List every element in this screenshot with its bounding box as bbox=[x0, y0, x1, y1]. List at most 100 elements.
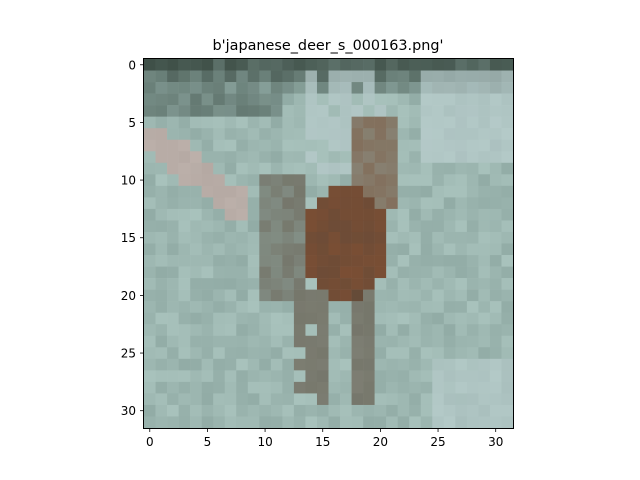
image-pixel bbox=[247, 381, 260, 394]
image-pixel bbox=[466, 278, 479, 290]
image-pixel bbox=[259, 139, 272, 152]
image-pixel bbox=[374, 404, 387, 417]
image-pixel bbox=[293, 255, 306, 267]
image-pixel bbox=[316, 416, 329, 429]
image-pixel bbox=[340, 105, 352, 117]
image-pixel bbox=[478, 289, 491, 302]
image-pixel bbox=[167, 231, 179, 244]
image-pixel bbox=[386, 59, 398, 71]
image-pixel bbox=[432, 266, 445, 279]
image-pixel bbox=[167, 393, 179, 406]
image-pixel bbox=[420, 370, 433, 383]
image-pixel bbox=[155, 139, 168, 152]
image-pixel bbox=[144, 93, 156, 106]
image-pixel bbox=[224, 255, 237, 267]
image-pixel bbox=[316, 128, 329, 141]
image-pixel bbox=[420, 312, 433, 325]
image-pixel bbox=[501, 116, 514, 129]
image-pixel bbox=[501, 243, 514, 256]
image-pixel bbox=[224, 116, 237, 129]
image-pixel bbox=[420, 255, 433, 267]
image-pixel bbox=[420, 208, 433, 221]
image-pixel bbox=[236, 174, 249, 187]
image-pixel bbox=[340, 162, 352, 175]
image-pixel bbox=[409, 393, 422, 406]
image-pixel bbox=[190, 208, 202, 221]
image-pixel bbox=[455, 197, 468, 210]
x-tick-label: 15 bbox=[315, 435, 330, 449]
image-pixel bbox=[420, 116, 433, 129]
image-pixel bbox=[224, 416, 237, 429]
image-pixel bbox=[282, 243, 295, 256]
image-pixel bbox=[167, 301, 179, 313]
image-pixel bbox=[386, 324, 398, 337]
image-pixel bbox=[305, 278, 318, 290]
image-pixel bbox=[144, 197, 156, 210]
image-pixel bbox=[155, 324, 168, 337]
image-pixel bbox=[190, 151, 202, 164]
image-pixel bbox=[259, 393, 272, 406]
image-pixel bbox=[293, 312, 306, 325]
image-pixel bbox=[455, 162, 468, 175]
image-pixel bbox=[293, 139, 306, 152]
image-pixel bbox=[259, 370, 272, 383]
image-pixel bbox=[432, 208, 445, 221]
image-pixel bbox=[386, 82, 398, 94]
image-pixel bbox=[259, 220, 272, 233]
image-pixel bbox=[224, 59, 237, 71]
image-pixel bbox=[247, 266, 260, 279]
image-pixel bbox=[259, 404, 272, 417]
image-pixel bbox=[247, 370, 260, 383]
image-pixel bbox=[340, 393, 352, 406]
image-pixel bbox=[224, 105, 237, 117]
image-pixel bbox=[328, 335, 341, 348]
image-pixel bbox=[178, 289, 191, 302]
image-pixel bbox=[386, 116, 398, 129]
image-pixel bbox=[432, 324, 445, 337]
image-pixel bbox=[432, 289, 445, 302]
image-pixel bbox=[409, 324, 422, 337]
image-pixel bbox=[409, 59, 422, 71]
image-pixel bbox=[478, 312, 491, 325]
image-pixel bbox=[167, 416, 179, 429]
image-pixel bbox=[340, 185, 352, 198]
image-pixel bbox=[489, 231, 502, 244]
image-pixel bbox=[501, 255, 514, 267]
image-pixel bbox=[432, 105, 445, 117]
image-pixel bbox=[259, 347, 272, 360]
image-pixel bbox=[201, 404, 214, 417]
image-pixel bbox=[316, 324, 329, 337]
image-pixel bbox=[167, 324, 179, 337]
image-pixel bbox=[236, 278, 249, 290]
image-pixel bbox=[236, 381, 249, 394]
image-pixel bbox=[178, 59, 191, 71]
image-pixel bbox=[455, 335, 468, 348]
image-pixel bbox=[466, 116, 479, 129]
image-pixel bbox=[270, 82, 283, 94]
image-pixel bbox=[201, 82, 214, 94]
y-tick-label: 30 bbox=[121, 404, 136, 418]
image-pixel bbox=[443, 324, 456, 337]
image-pixel bbox=[409, 128, 422, 141]
image-pixel bbox=[167, 128, 179, 141]
image-pixel bbox=[178, 278, 191, 290]
image-pixel bbox=[259, 162, 272, 175]
image-pixel bbox=[155, 347, 168, 360]
image-pixel bbox=[351, 324, 364, 337]
image-pixel bbox=[270, 335, 283, 348]
image-pixel bbox=[316, 266, 329, 279]
image-pixel bbox=[397, 393, 410, 406]
image-pixel bbox=[328, 289, 341, 302]
image-pixel bbox=[201, 347, 214, 360]
image-pixel bbox=[363, 174, 375, 187]
image-pixel bbox=[443, 128, 456, 141]
image-pixel bbox=[293, 335, 306, 348]
image-pixel bbox=[409, 93, 422, 106]
image-pixel bbox=[270, 93, 283, 106]
image-pixel bbox=[397, 70, 410, 83]
image-pixel bbox=[167, 162, 179, 175]
image-pixel bbox=[201, 162, 214, 175]
image-pixel bbox=[213, 416, 226, 429]
image-pixel bbox=[201, 289, 214, 302]
image-pixel bbox=[478, 335, 491, 348]
